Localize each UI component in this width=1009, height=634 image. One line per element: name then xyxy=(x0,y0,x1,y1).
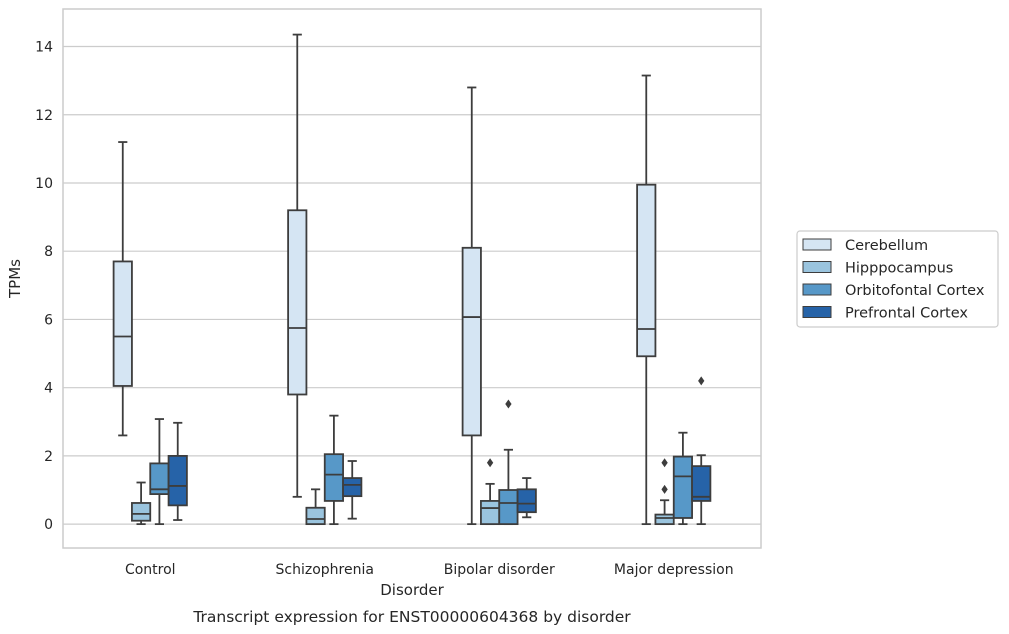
x-tick-label: Major depression xyxy=(614,562,734,578)
box-orbitofontal-cortex xyxy=(498,399,519,526)
box-iqr xyxy=(480,500,501,526)
legend-frame xyxy=(796,230,999,328)
x-axis-label: Disorder xyxy=(380,581,444,599)
box-iqr xyxy=(691,465,712,502)
y-tick-labels: 0 2 4 6 8 10 12 14 xyxy=(35,40,53,534)
box-prefrontal-cortex xyxy=(691,376,712,526)
outlier-point xyxy=(698,376,705,386)
box-iqr xyxy=(672,455,693,519)
box-hipppocampus xyxy=(305,488,326,526)
box-hipppocampus xyxy=(654,458,675,526)
boxplot-boxes xyxy=(112,33,712,526)
legend-swatch xyxy=(802,306,832,318)
box-iqr xyxy=(654,513,675,526)
legend-label: Prefrontal Cortex xyxy=(845,306,968,322)
legend-swatch xyxy=(802,238,832,251)
plot-frame xyxy=(62,8,762,549)
y-tick-label: 14 xyxy=(35,40,53,56)
y-tick-label: 2 xyxy=(44,449,53,465)
outlier-point xyxy=(661,484,668,494)
box-iqr xyxy=(516,488,537,514)
box-iqr xyxy=(167,454,188,507)
x-tick-label: Control xyxy=(125,562,176,578)
outlier-point xyxy=(661,458,668,468)
legend-label: Hipppocampus xyxy=(845,261,953,277)
legend-label: Cerebellum xyxy=(845,238,928,254)
y-tick-label: 6 xyxy=(44,312,53,328)
box-iqr xyxy=(287,209,308,396)
box-prefrontal-cortex xyxy=(167,421,188,521)
x-tick-label: Schizophrenia xyxy=(276,562,374,578)
box-hipppocampus xyxy=(480,458,501,526)
legend-label: Orbitofontal Cortex xyxy=(845,283,985,299)
box-prefrontal-cortex xyxy=(342,460,363,520)
box-orbitofontal-cortex xyxy=(672,431,693,526)
y-axis-label: TPMs xyxy=(6,259,24,299)
chart-caption: Transcript expression for ENST0000060436… xyxy=(192,608,631,626)
box-iqr xyxy=(112,260,133,387)
outlier-point xyxy=(486,458,494,468)
x-tick-label: Bipolar disorder xyxy=(444,562,555,578)
legend-swatch xyxy=(802,261,832,273)
y-tick-label: 0 xyxy=(44,517,53,533)
box-cerebellum xyxy=(112,141,133,437)
box-iqr xyxy=(498,489,519,526)
box-hipppocampus xyxy=(131,481,152,526)
y-tick-label: 4 xyxy=(44,381,53,397)
y-tick-label: 8 xyxy=(44,244,53,260)
box-iqr xyxy=(461,246,482,437)
box-iqr xyxy=(342,477,363,498)
legend-swatch xyxy=(802,283,832,296)
box-orbitofontal-cortex xyxy=(323,414,344,526)
box-prefrontal-cortex xyxy=(516,477,537,519)
box-iqr xyxy=(636,183,657,358)
box-iqr xyxy=(323,453,344,502)
y-tick-label: 12 xyxy=(35,108,53,124)
x-tick-labels: Control Schizophrenia Bipolar disorder Majo… xyxy=(125,562,734,578)
box-orbitofontal-cortex xyxy=(149,418,170,526)
box-iqr xyxy=(131,502,152,522)
legend: Cerebellum Hipppocampus Orbitofontal Corte… xyxy=(796,230,999,328)
box-cerebellum xyxy=(636,74,657,526)
y-tick-label: 10 xyxy=(35,176,53,192)
outlier-point xyxy=(505,399,512,409)
box-cerebellum xyxy=(461,86,482,526)
box-iqr xyxy=(305,506,326,526)
box-cerebellum xyxy=(287,33,308,498)
